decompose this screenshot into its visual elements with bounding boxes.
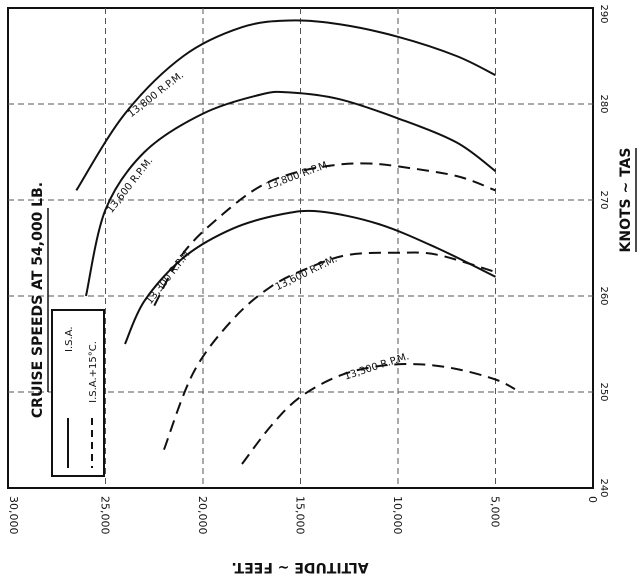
y-tick-label-4: 250: [598, 382, 609, 401]
x-tick-label-2: 20,000: [196, 496, 209, 535]
legend-label-isa: I.S.A.: [64, 327, 75, 353]
legend: I.S.A. I.S.A.+15°C.: [51, 309, 105, 477]
grid: [8, 8, 593, 488]
x-tick-label-3: 15,000: [294, 496, 307, 535]
x-tick-labels: 30,000 25,000 20,000 15,000 10,000 5,000 0: [7, 496, 599, 535]
series-line-3: [153, 162, 496, 307]
x-tick-label-5: 5,000: [489, 496, 502, 528]
y-tick-label-1: 280: [598, 94, 609, 113]
series-label-0: 13,800 R.P.M.: [126, 70, 186, 120]
series-line-5: [241, 363, 516, 465]
series-line-0: [75, 19, 496, 191]
series-line-4: [163, 251, 496, 450]
x-tick-label-0: 30,000: [7, 496, 20, 535]
y-tick-label-5: 240: [598, 478, 609, 497]
series-label-2: 13,300 R.P.M.: [144, 247, 194, 307]
series-line-2: [124, 209, 496, 345]
chart-title: CRUISE SPEEDS AT 54,000 LB.: [30, 182, 46, 418]
title-group: CRUISE SPEEDS AT 54,000 LB.: [30, 182, 49, 418]
series-lines: [75, 19, 516, 465]
legend-label-isa-plus15: I.S.A.+15°C.: [88, 341, 99, 403]
x-tick-label-4: 10,000: [391, 496, 404, 535]
y-tick-label-2: 270: [598, 190, 609, 209]
y-axis-label: KNOTS ~ TAS: [618, 148, 634, 253]
series-label-4: 13,600 R.P.M.: [274, 254, 339, 293]
x-label-group: ALTITUDE ~ FEET.: [231, 559, 368, 574]
y-tick-labels: 290 280 270 260 250 240: [598, 4, 609, 497]
y-label-group: KNOTS ~ TAS: [618, 148, 637, 253]
x-tick-label-6: 0: [586, 496, 599, 503]
y-tick-label-3: 260: [598, 286, 609, 305]
legend-box: [51, 309, 105, 477]
x-tick-label-1: 25,000: [99, 496, 112, 535]
y-tick-label-0: 290: [598, 4, 609, 23]
series-labels: 13,800 R.P.M. 13,600 R.P.M. 13,300 R.P.M. 1…: [105, 70, 410, 383]
series-line-1: [85, 90, 497, 297]
x-axis-label: ALTITUDE ~ FEET.: [231, 559, 368, 574]
series-label-5: 13,300 R.P.M.: [343, 351, 411, 382]
series-label-3: 13,800 R.P.M.: [265, 159, 332, 192]
series-label-1: 13,600 R.P.M.: [105, 156, 155, 216]
